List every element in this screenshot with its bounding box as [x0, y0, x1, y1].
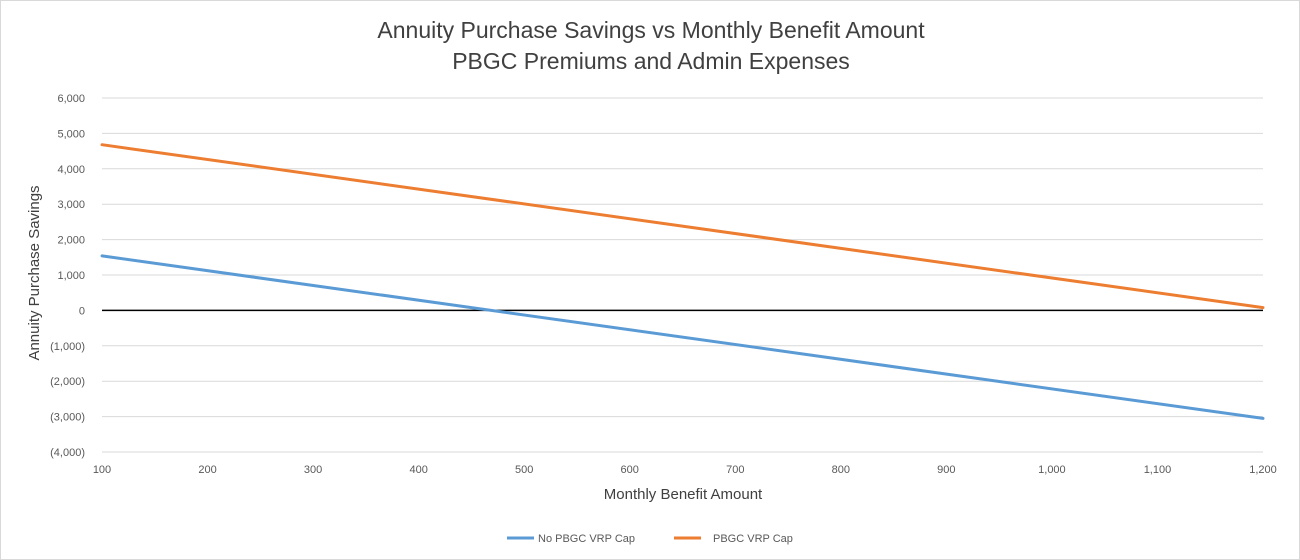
x-tick-label: 900 [937, 464, 955, 476]
x-tick-label: 1,100 [1144, 464, 1172, 476]
y-axis-ticks: 6,000 5,000 4,000 3,000 2,000 1,000 0 (1,000) (2… [50, 93, 85, 459]
series-line [100, 254, 1265, 420]
y-tick-label: (2,000) [50, 376, 85, 388]
x-tick-label: 400 [409, 464, 427, 476]
legend: No PBGC VRP Cap PBGC VRP Cap [507, 533, 793, 545]
series-lines [100, 143, 1265, 420]
y-tick-label: 0 [79, 305, 85, 317]
y-tick-label: 5,000 [57, 128, 85, 140]
y-tick-label: (1,000) [50, 341, 85, 353]
x-axis-ticks: 100 200 300 400 500 600 700 800 900 1,000 1,100 1,2… [93, 464, 1277, 476]
legend-label: PBGC VRP Cap [713, 533, 793, 545]
y-tick-label: 6,000 [57, 93, 85, 105]
gridlines [102, 97, 1263, 453]
chart-title: Annuity Purchase Savings vs Monthly Bene… [377, 17, 925, 43]
x-tick-label: 200 [198, 464, 216, 476]
y-tick-label: (3,000) [50, 412, 85, 424]
x-tick-label: 100 [93, 464, 111, 476]
x-tick-label: 1,000 [1038, 464, 1066, 476]
y-tick-label: 4,000 [57, 164, 85, 176]
y-axis-title: Annuity Purchase Savings [26, 185, 43, 360]
y-tick-label: (4,000) [50, 447, 85, 459]
x-axis-title: Monthly Benefit Amount [604, 486, 763, 503]
series-line [100, 143, 1265, 310]
x-tick-label: 600 [621, 464, 639, 476]
x-tick-label: 500 [515, 464, 533, 476]
x-tick-label: 1,200 [1249, 464, 1277, 476]
x-tick-label: 700 [726, 464, 744, 476]
y-tick-label: 3,000 [57, 199, 85, 211]
x-tick-label: 300 [304, 464, 322, 476]
chart-subtitle: PBGC Premiums and Admin Expenses [452, 48, 850, 74]
legend-label: No PBGC VRP Cap [538, 533, 635, 545]
x-tick-label: 800 [832, 464, 850, 476]
y-tick-label: 1,000 [57, 270, 85, 282]
y-tick-label: 2,000 [57, 235, 85, 247]
